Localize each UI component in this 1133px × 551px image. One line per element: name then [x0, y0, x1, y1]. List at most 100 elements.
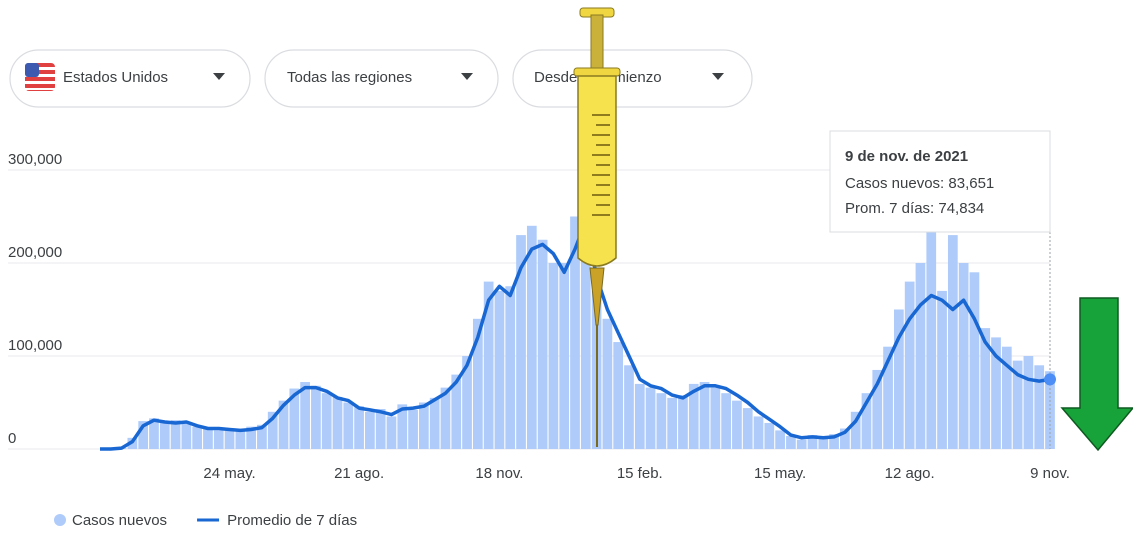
tooltip-line: Prom. 7 días: 74,834	[845, 200, 984, 217]
bar	[311, 385, 321, 449]
bar	[753, 416, 764, 449]
bar	[213, 430, 224, 449]
needle-hub	[589, 267, 605, 326]
y-tick-label: 300,000	[8, 151, 62, 168]
bar	[386, 416, 397, 449]
bar	[829, 434, 839, 449]
bar	[516, 235, 526, 449]
bar	[257, 424, 267, 449]
bar	[419, 402, 429, 449]
bar	[872, 369, 883, 449]
bar	[667, 397, 678, 449]
country-button[interactable]	[9, 49, 251, 108]
bar	[224, 428, 235, 449]
bar	[602, 318, 613, 449]
tooltip-title: 9 de nov. de 2021	[845, 148, 968, 165]
bar	[1023, 356, 1034, 449]
plot: 0 100,000 200,000 300,000 24 may. 21 ago. 18 n…	[8, 151, 1070, 482]
tooltip-line: Casos nuevos: 83,651	[845, 175, 994, 192]
bar	[149, 418, 159, 449]
bar	[321, 393, 332, 449]
y-tick-label: 100,000	[8, 337, 62, 354]
bar	[688, 383, 699, 449]
bar	[980, 328, 991, 449]
bar	[537, 239, 548, 449]
y-tick-label: 0	[8, 430, 16, 447]
x-tick-label: 18 nov.	[475, 465, 523, 482]
bar	[678, 395, 688, 449]
x-tick-label: 15 may.	[754, 465, 806, 482]
bar	[721, 393, 731, 449]
bar	[181, 423, 192, 449]
button-label: Estados Unidos	[63, 69, 168, 86]
bar	[1001, 346, 1012, 449]
bar	[548, 263, 559, 449]
x-tick-label: 24 may.	[203, 465, 255, 482]
bar	[472, 318, 483, 449]
bar	[807, 435, 818, 449]
bar	[235, 431, 246, 449]
bar	[1034, 365, 1045, 449]
bar	[624, 365, 634, 449]
bar	[559, 263, 570, 449]
legend-label: Casos nuevos	[72, 512, 167, 529]
bar	[883, 346, 893, 449]
bar	[429, 397, 440, 449]
bar	[526, 225, 537, 449]
bar	[850, 411, 861, 449]
bar	[764, 422, 775, 449]
bar	[451, 374, 462, 449]
bar	[332, 396, 343, 449]
bar	[570, 216, 580, 449]
legend-label: Promedio de 7 días	[227, 512, 357, 529]
bar	[710, 387, 721, 449]
bar	[365, 411, 375, 449]
bar	[1012, 360, 1023, 449]
region-button[interactable]	[264, 49, 499, 108]
bar	[742, 408, 753, 449]
bar	[138, 421, 149, 449]
x-tick-label: 21 ago.	[334, 465, 384, 482]
bar	[699, 382, 710, 449]
bar	[775, 430, 785, 449]
bar	[192, 426, 203, 449]
bar	[732, 400, 742, 449]
bar	[947, 235, 958, 449]
dropdown-arrow	[712, 73, 724, 80]
bar	[505, 286, 516, 449]
bar	[840, 428, 850, 449]
bar	[958, 263, 969, 449]
bar	[915, 263, 926, 449]
bar	[375, 409, 386, 449]
us-flag	[25, 63, 55, 91]
barrel	[577, 75, 617, 267]
bar	[613, 342, 624, 449]
bar	[278, 400, 289, 449]
period-button[interactable]	[512, 49, 753, 108]
bar	[894, 309, 904, 449]
bar	[991, 337, 1001, 449]
filter-bar: Estados Unidos Todas las regiones Desde …	[9, 49, 753, 108]
bar	[343, 402, 354, 449]
plunger-rod	[590, 14, 604, 74]
bar	[937, 290, 947, 449]
bar	[462, 356, 472, 449]
flange	[573, 67, 621, 77]
bar	[354, 406, 364, 449]
dropdown-arrow	[461, 73, 473, 80]
overlay	[100, 219, 1056, 451]
bar	[300, 382, 310, 449]
hover-dot	[1044, 373, 1056, 386]
bar	[1045, 371, 1055, 449]
bar	[926, 225, 937, 449]
barrel-scale	[592, 114, 610, 216]
button-label: Todas las regiones	[287, 69, 412, 86]
x-tick-label: 12 ago.	[885, 465, 935, 482]
legend-swatch	[54, 514, 66, 526]
bar	[580, 188, 591, 449]
bar	[289, 388, 300, 449]
x-tick-label: 9 nov.	[1030, 465, 1070, 482]
bar	[267, 411, 278, 449]
bar	[861, 393, 872, 449]
